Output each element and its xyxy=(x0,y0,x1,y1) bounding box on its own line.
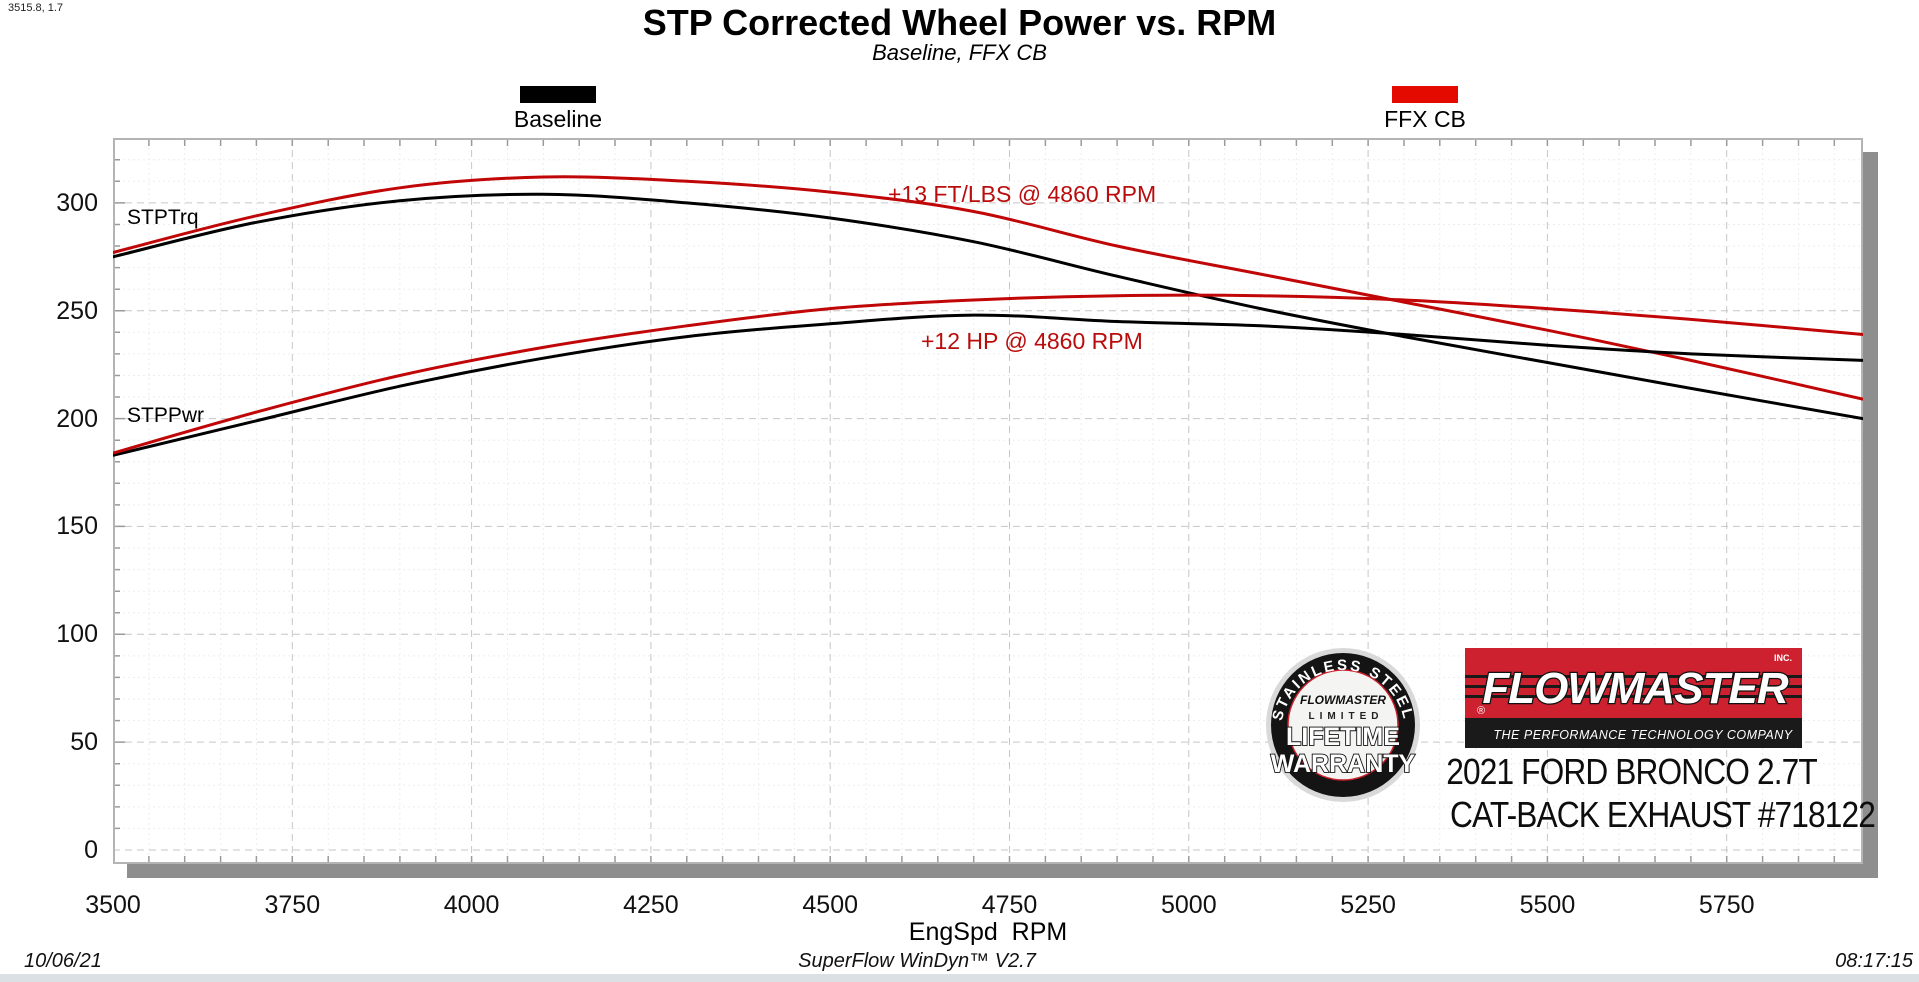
logo-red-panel xyxy=(1465,648,1802,718)
ffx-cb-legend-label: FFX CB xyxy=(1384,106,1466,132)
logo-registered-mark: ® xyxy=(1477,705,1485,717)
axis-ticks xyxy=(113,138,1836,864)
badge-warranty-text: WARRANTY xyxy=(1271,750,1416,778)
chart-title: STP Corrected Wheel Power vs. RPM xyxy=(642,2,1277,43)
x-tick-label: 3750 xyxy=(264,891,321,919)
minor-gridlines xyxy=(113,138,1863,864)
torque-gain-annotation: +13 FT/LBS @ 4860 RPM xyxy=(888,181,1157,207)
logo-black-band xyxy=(1465,718,1802,748)
logo-pinstripe xyxy=(1465,675,1802,678)
vehicle-caption-line2-text: CAT-BACK EXHAUST #718122 xyxy=(1449,794,1876,835)
footer-software-version: SuperFlow WinDyn™ V2.7 xyxy=(798,950,1036,972)
badge-lifetime-text: LIFETIME xyxy=(1286,723,1400,751)
x-tick-label: 5250 xyxy=(1340,891,1396,919)
chart-subtitle: Baseline, FFX CB xyxy=(872,40,1047,65)
footer-date: 10/06/21 xyxy=(24,950,102,972)
series-baseline-stppwr xyxy=(113,313,1863,457)
footer-time: 08:17:15 xyxy=(1835,950,1913,972)
x-tick-label: 5750 xyxy=(1698,891,1755,919)
logo-pinstripe xyxy=(1465,695,1802,698)
torque-curve-label: STPTrq xyxy=(127,206,199,229)
y-tick-label: 200 xyxy=(56,404,98,433)
logo-brand-text: FLOWMASTER xyxy=(1482,664,1789,713)
plot-shadow-right xyxy=(1863,152,1878,878)
legend-item-ffx-cb: FFX CB xyxy=(1355,86,1495,133)
badge-inner-circle xyxy=(1287,669,1399,781)
vehicle-caption-line2: CAT-BACK EXHAUST #718122 xyxy=(1421,794,1876,836)
power-curve-label: STPPwr xyxy=(127,404,205,427)
logo-tagline: THE PERFORMANCE TECHNOLOGY COMPANY xyxy=(1493,728,1793,742)
y-tick-label: 150 xyxy=(56,512,98,541)
logo-inc-text: INC. xyxy=(1774,653,1792,663)
y-tick-label: 250 xyxy=(56,296,98,325)
dyno-plot-canvas[interactable] xyxy=(113,138,1863,864)
x-tick-label: 5500 xyxy=(1519,891,1576,919)
major-gridlines xyxy=(113,138,1863,864)
vehicle-caption-line1-text: 2021 FORD BRONCO 2.7T xyxy=(1446,751,1817,792)
badge-flowmaster-text: FLOWMASTER xyxy=(1300,693,1386,707)
series-ffx-cb-stptrq xyxy=(113,175,1863,401)
y-tick-label: 0 xyxy=(84,836,98,864)
x-tick-label: 4000 xyxy=(443,891,500,919)
stainless-steel-warranty-badge: STAINLESS STEEL FLOWMASTER LIMITED LIFET… xyxy=(1266,648,1420,802)
badge-limited-text: LIMITED xyxy=(1309,711,1384,722)
legend-item-baseline: Baseline xyxy=(488,86,628,133)
baseline-color-swatch xyxy=(520,86,596,103)
y-tick-label: 300 xyxy=(56,188,98,217)
plot-border xyxy=(113,138,1863,864)
vehicle-caption-line1: 2021 FORD BRONCO 2.7T xyxy=(1421,751,1841,793)
series-ffx-cb-stppwr xyxy=(113,293,1863,455)
series-baseline-stptrq xyxy=(113,192,1863,421)
x-tick-label: 4250 xyxy=(623,891,679,919)
power-gain-annotation: +12 HP @ 4860 RPM xyxy=(921,328,1143,354)
window-bottom-edge xyxy=(0,974,1919,982)
logo-pinstripe xyxy=(1465,685,1802,688)
plot-shadow-bottom xyxy=(127,864,1863,878)
baseline-legend-label: Baseline xyxy=(513,106,603,132)
y-tick-label: 50 xyxy=(70,728,98,757)
ffx-cb-color-swatch xyxy=(1392,86,1458,103)
y-tick-label: 100 xyxy=(56,620,98,649)
x-tick-label: 5000 xyxy=(1161,891,1217,919)
x-axis-title: EngSpd RPM xyxy=(908,918,1068,946)
x-tick-label: 4750 xyxy=(981,891,1038,919)
x-tick-label: 3500 xyxy=(85,891,141,919)
x-tick-label: 4500 xyxy=(802,891,859,919)
cursor-coordinates-readout: 3515.8, 1.7 xyxy=(8,2,64,14)
flowmaster-logo: FLOWMASTER INC. ® THE PERFORMANCE TECHNO… xyxy=(1465,648,1802,748)
